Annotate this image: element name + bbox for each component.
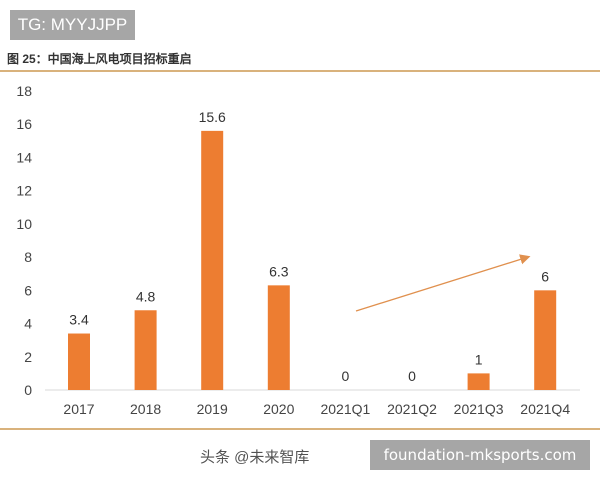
data-label: 1 bbox=[475, 351, 483, 367]
data-label: 3.4 bbox=[69, 312, 89, 328]
y-tick-label: 10 bbox=[16, 216, 32, 232]
bar bbox=[534, 290, 557, 390]
y-tick-label: 0 bbox=[24, 382, 32, 398]
bar bbox=[201, 130, 224, 390]
bar bbox=[68, 333, 90, 390]
y-tick-label: 16 bbox=[16, 116, 32, 132]
bar bbox=[267, 285, 290, 390]
data-label: 6 bbox=[541, 268, 549, 284]
bar bbox=[134, 310, 157, 390]
y-tick-label: 12 bbox=[16, 183, 32, 199]
data-label: 4.8 bbox=[136, 288, 156, 304]
x-tick-label: 2017 bbox=[63, 401, 94, 417]
watermark-overlay: 头条 @未来智库 bbox=[200, 449, 310, 466]
bar bbox=[467, 373, 490, 390]
y-tick-label: 14 bbox=[16, 149, 32, 165]
watermark-bottom: foundation-mksports.com bbox=[370, 440, 590, 470]
x-tick-label: 2021Q3 bbox=[454, 401, 504, 417]
y-tick-label: 8 bbox=[24, 249, 32, 265]
watermark-top: TG: MYYJJPP bbox=[10, 10, 135, 40]
y-tick-label: 18 bbox=[16, 83, 32, 99]
bottom-divider bbox=[0, 428, 600, 430]
x-tick-label: 2018 bbox=[130, 401, 161, 417]
x-tick-label: 2021Q1 bbox=[320, 401, 370, 417]
data-label: 15.6 bbox=[199, 109, 226, 125]
data-label: 0 bbox=[408, 368, 416, 384]
x-tick-label: 2021Q4 bbox=[520, 401, 570, 417]
trend-arrow bbox=[355, 254, 531, 312]
data-label: 6.3 bbox=[269, 263, 289, 279]
x-tick-label: 2019 bbox=[197, 401, 228, 417]
chart-title: 图 25：中国海上风电项目招标重启 bbox=[7, 52, 192, 66]
data-label: 0 bbox=[342, 368, 350, 384]
y-tick-label: 6 bbox=[24, 282, 32, 298]
y-tick-label: 2 bbox=[24, 349, 32, 365]
bar-chart: 0246810121416183.420174.8201815.620196.3… bbox=[16, 83, 580, 417]
x-tick-label: 2020 bbox=[263, 401, 294, 417]
y-tick-label: 4 bbox=[24, 316, 32, 332]
x-tick-label: 2021Q2 bbox=[387, 401, 437, 417]
top-divider bbox=[0, 70, 600, 72]
